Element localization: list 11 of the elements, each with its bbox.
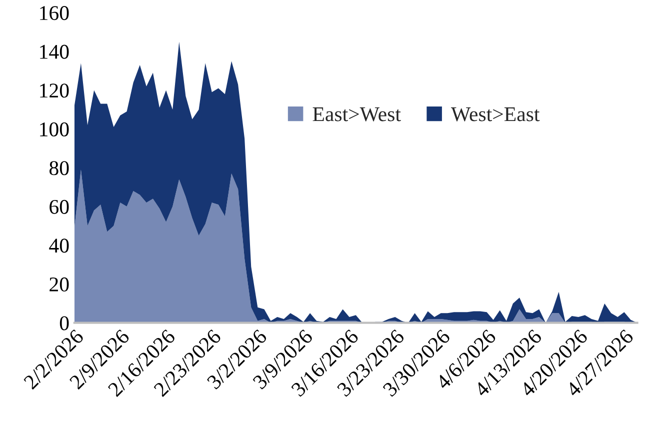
y-tick-label: 100 [40,122,69,136]
y-tick-label: 160 [40,6,69,20]
y-tick-label: 60 [50,200,69,214]
y-tick-label: 0 [60,316,69,330]
y-tick-label: 40 [49,238,69,253]
legend-label: East>West [312,107,401,122]
y-tick-label: 120 [40,84,69,98]
y-tick-label: 20 [50,277,69,292]
y-tick-label: 80 [50,161,69,176]
y-tick-label: 140 [40,44,69,59]
legend-label: West>East [451,107,540,122]
